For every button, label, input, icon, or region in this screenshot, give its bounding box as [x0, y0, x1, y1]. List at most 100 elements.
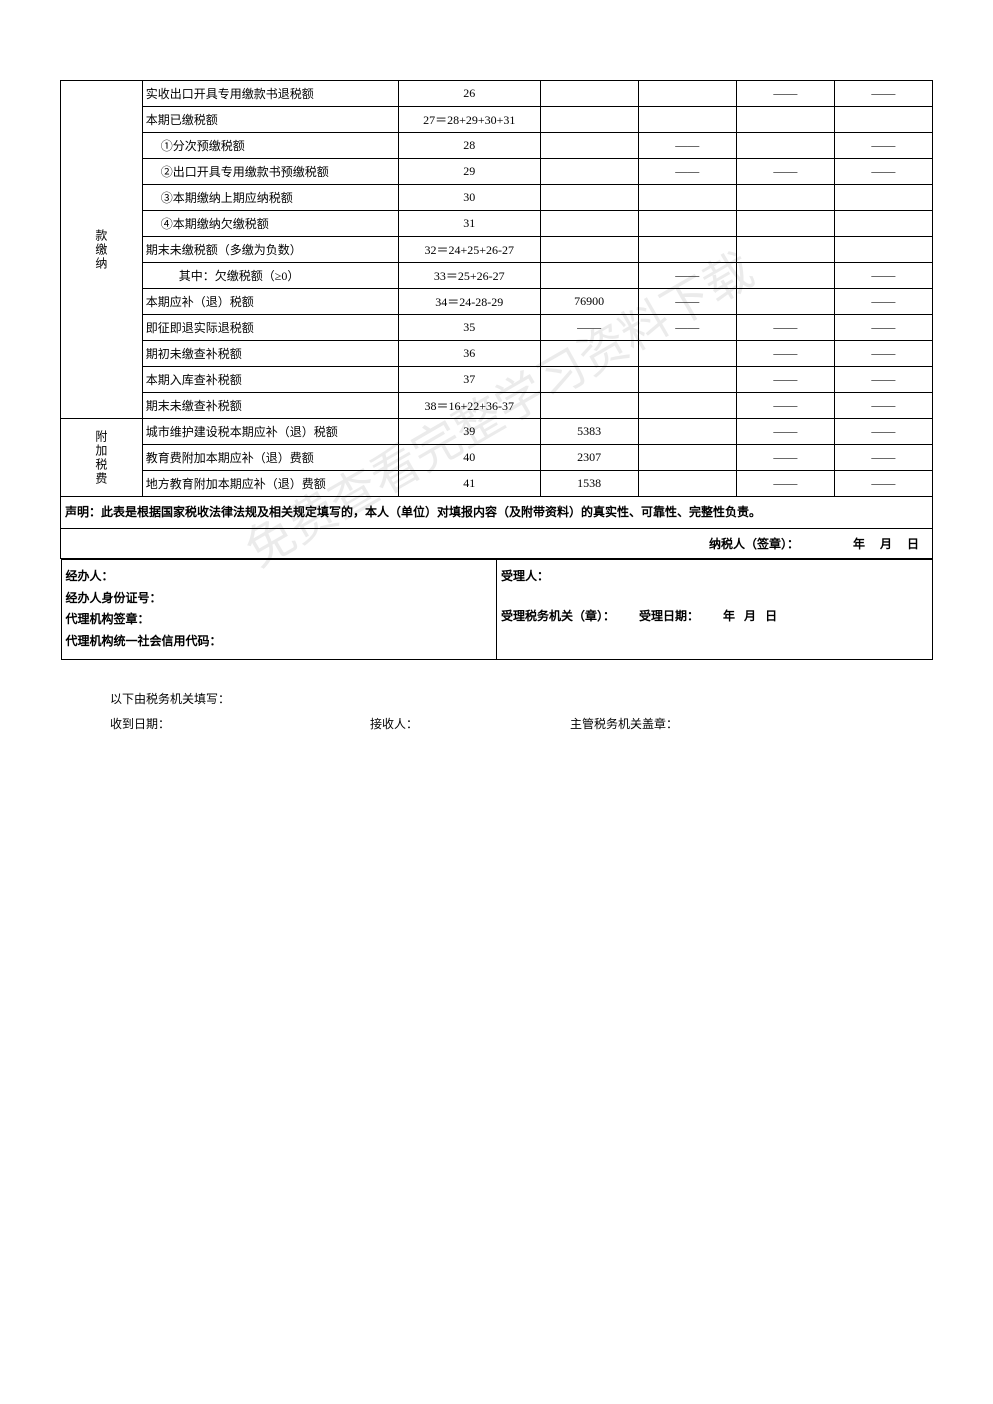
row-value: ——	[834, 419, 932, 445]
table-row: 期末未缴税额（多缴为负数） 32＝24+25+26-27	[61, 237, 933, 263]
row-label: ①分次预缴税额	[142, 133, 398, 159]
row-value: ——	[736, 367, 834, 393]
row-value	[540, 367, 638, 393]
row-value: ——	[834, 133, 932, 159]
table-row: ③本期缴纳上期应纳税额 30	[61, 185, 933, 211]
row-value: ——	[834, 341, 932, 367]
table-row: 教育费附加本期应补（退）费额 40 2307 —— ——	[61, 445, 933, 471]
row-label: 教育费附加本期应补（退）费额	[142, 445, 398, 471]
row-value	[638, 445, 736, 471]
row-formula: 27＝28+29+30+31	[398, 107, 540, 133]
day-label: 日	[907, 537, 919, 551]
row-label: 期末未缴税额（多缴为负数）	[142, 237, 398, 263]
row-value: 2307	[540, 445, 638, 471]
row-label: 期末未缴查补税额	[142, 393, 398, 419]
row-value	[736, 289, 834, 315]
row-value	[834, 185, 932, 211]
tax-office-label: 受理税务机关（章）：	[501, 609, 615, 623]
row-formula: 37	[398, 367, 540, 393]
row-value	[638, 367, 736, 393]
row-value: ——	[736, 445, 834, 471]
row-value	[540, 393, 638, 419]
row-value: ——	[834, 367, 932, 393]
row-label: ③本期缴纳上期应纳税额	[142, 185, 398, 211]
row-label: 城市维护建设税本期应补（退）税额	[142, 419, 398, 445]
row-value	[834, 107, 932, 133]
row-value: ——	[736, 393, 834, 419]
row-value: ——	[638, 315, 736, 341]
declaration-text: 声明：此表是根据国家税收法律法规及相关规定填写的，本人（单位）对填报内容（及附带…	[61, 497, 933, 529]
footer-right-cell: 受理人： 受理税务机关（章）： 受理日期： 年 月 日	[497, 560, 933, 659]
row-label: ②出口开具专用缴款书预缴税额	[142, 159, 398, 185]
signature-row: 纳税人（签章）： 年 月 日	[61, 529, 933, 559]
acceptor-label: 受理人：	[501, 566, 928, 588]
row-formula: 33＝25+26-27	[398, 263, 540, 289]
row-value	[540, 237, 638, 263]
row-value: ——	[834, 445, 932, 471]
day-label: 日	[765, 609, 777, 623]
row-value: ——	[638, 133, 736, 159]
row-value	[540, 107, 638, 133]
table-row: 期末未缴查补税额 38＝16+22+36-37 —— ——	[61, 393, 933, 419]
accept-date-label: 受理日期：	[639, 609, 699, 623]
row-value	[736, 133, 834, 159]
row-value: ——	[834, 263, 932, 289]
year-label: 年	[723, 609, 735, 623]
taxpayer-seal-label: 纳税人（签章）：	[709, 537, 799, 551]
row-label: 本期应补（退）税额	[142, 289, 398, 315]
row-value	[540, 211, 638, 237]
row-formula: 39	[398, 419, 540, 445]
below-section: 以下由税务机关填写： 收到日期： 接收人： 主管税务机关盖章：	[60, 690, 933, 732]
table-row: 地方教育附加本期应补（退）费额 41 1538 —— ——	[61, 471, 933, 497]
row-value	[736, 211, 834, 237]
below-title: 以下由税务机关填写：	[110, 690, 933, 707]
row-value	[540, 159, 638, 185]
row-formula: 28	[398, 133, 540, 159]
table-row: ④本期缴纳欠缴税额 31	[61, 211, 933, 237]
table-row: 本期应补（退）税额 34＝24-28-29 76900 —— ——	[61, 289, 933, 315]
month-label: 月	[744, 609, 756, 623]
footer-table: 经办人： 经办人身份证号： 代理机构签章： 代理机构统一社会信用代码： 受理人：…	[61, 559, 933, 659]
row-value	[638, 419, 736, 445]
row-value	[736, 237, 834, 263]
row-value: ——	[834, 393, 932, 419]
row-value: ——	[540, 315, 638, 341]
row-value	[540, 185, 638, 211]
row-value: 1538	[540, 471, 638, 497]
row-value: ——	[834, 81, 932, 107]
row-label: 本期已缴税额	[142, 107, 398, 133]
table-row: ②出口开具专用缴款书预缴税额 29 —— —— ——	[61, 159, 933, 185]
row-value	[638, 81, 736, 107]
table-row: 款缴纳 实收出口开具专用缴款书退税额 26 —— ——	[61, 81, 933, 107]
row-formula: 38＝16+22+36-37	[398, 393, 540, 419]
handler-id-label: 经办人身份证号：	[66, 588, 493, 610]
footer-row: 经办人： 经办人身份证号： 代理机构签章： 代理机构统一社会信用代码： 受理人：…	[61, 559, 933, 660]
declaration-row: 声明：此表是根据国家税收法律法规及相关规定填写的，本人（单位）对填报内容（及附带…	[61, 497, 933, 529]
handler-label: 经办人：	[66, 566, 493, 588]
row-value	[638, 393, 736, 419]
tax-table: 款缴纳 实收出口开具专用缴款书退税额 26 —— —— 本期已缴税额 27＝28…	[60, 80, 933, 660]
row-label: 本期入库查补税额	[142, 367, 398, 393]
table-row: ①分次预缴税额 28 —— ——	[61, 133, 933, 159]
section-header-surtax: 附加税费	[61, 419, 143, 497]
row-value	[834, 211, 932, 237]
row-value: ——	[834, 315, 932, 341]
row-value	[540, 263, 638, 289]
table-row: 其中：欠缴税额（≥0） 33＝25+26-27 —— ——	[61, 263, 933, 289]
row-value	[638, 211, 736, 237]
row-value: ——	[736, 471, 834, 497]
section-header-tax: 款缴纳	[61, 81, 143, 419]
below-line: 收到日期： 接收人： 主管税务机关盖章：	[110, 715, 933, 732]
row-value: ——	[736, 341, 834, 367]
row-value	[736, 263, 834, 289]
row-value	[736, 185, 834, 211]
row-label: 期初未缴查补税额	[142, 341, 398, 367]
row-value: ——	[736, 315, 834, 341]
row-value: 76900	[540, 289, 638, 315]
row-value: ——	[736, 159, 834, 185]
table-row: 期初未缴查补税额 36 —— ——	[61, 341, 933, 367]
year-label: 年	[853, 537, 865, 551]
row-formula: 36	[398, 341, 540, 367]
row-value: ——	[638, 159, 736, 185]
row-value	[540, 133, 638, 159]
